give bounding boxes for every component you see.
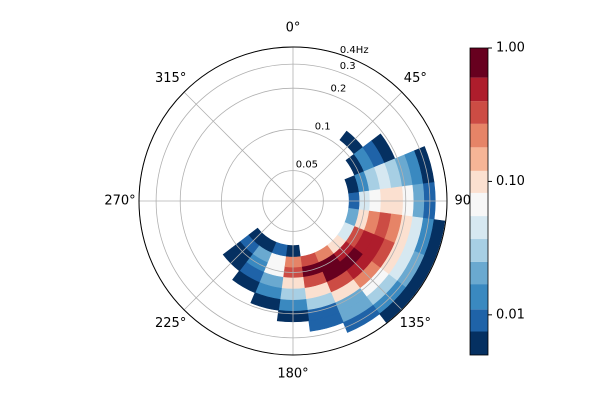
colorbar-band xyxy=(470,48,488,78)
colorbar-band xyxy=(470,239,488,262)
contour-cell xyxy=(250,292,281,311)
contour-cell xyxy=(308,312,344,332)
r-tick-label: 0.4Hz xyxy=(340,45,369,56)
theta-tick-label: 180° xyxy=(277,367,308,382)
colorbar-tick-label: 0.01 xyxy=(496,307,525,322)
colorbar-band xyxy=(470,216,488,240)
theta-tick-label: 135° xyxy=(400,316,431,331)
colorbar-band xyxy=(470,192,488,217)
colorbar-band xyxy=(470,123,488,148)
theta-tick-label: 315° xyxy=(155,71,186,86)
colorbar-band xyxy=(470,147,488,171)
angular-grid-line xyxy=(292,91,403,202)
theta-tick-label: 225° xyxy=(155,316,186,331)
angular-grid-line xyxy=(183,200,294,311)
r-tick-label: 0.2 xyxy=(331,83,347,94)
polar-frame xyxy=(138,46,448,356)
colorbar-frame xyxy=(469,47,489,356)
angular-grid-line xyxy=(292,200,403,311)
colorbar-band xyxy=(470,170,488,193)
colorbar-band xyxy=(470,101,488,124)
theta-tick-label: 270° xyxy=(104,194,135,209)
colorbar-band xyxy=(470,284,488,310)
colorbar-band xyxy=(470,309,488,332)
theta-tick-label: 45° xyxy=(404,71,427,86)
r-tick-label: 0.1 xyxy=(315,121,331,132)
colorbar-band xyxy=(470,77,488,102)
colorbar-band xyxy=(470,261,488,285)
contour-cell xyxy=(342,304,381,333)
colorbar-tick-label: 0.10 xyxy=(496,174,525,189)
theta-tick-label: 0° xyxy=(286,21,301,36)
contour-cell xyxy=(232,270,260,294)
colorbar-band xyxy=(470,331,488,355)
angular-grid-line xyxy=(183,91,294,202)
colorbar-tick-label: 1.00 xyxy=(496,41,525,56)
r-tick-label: 0.05 xyxy=(296,159,318,170)
r-tick-label: 0.3 xyxy=(340,61,356,72)
